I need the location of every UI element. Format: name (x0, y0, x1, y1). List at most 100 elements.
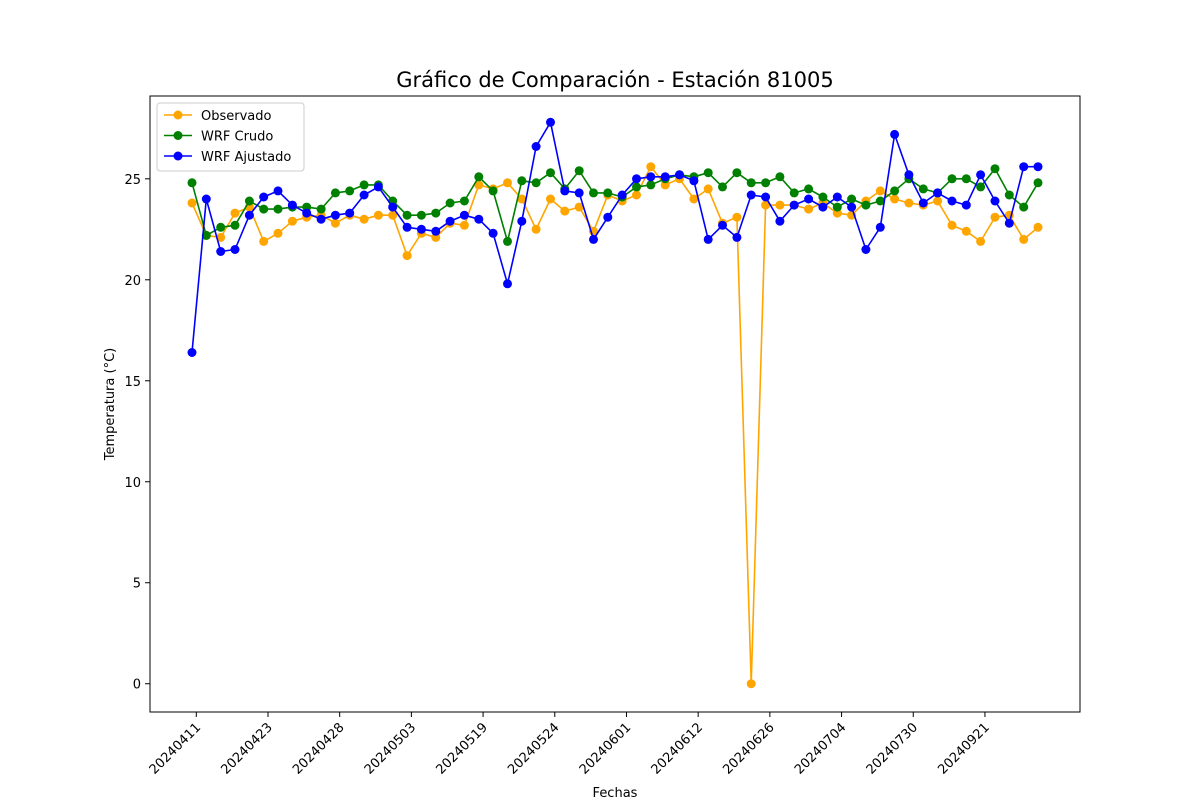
data-point (718, 220, 727, 230)
data-point (818, 192, 828, 202)
x-tick-label: 20240626 (720, 720, 777, 777)
data-point (459, 220, 469, 230)
x-axis-label: Fechas (593, 786, 638, 800)
data-point (316, 214, 326, 224)
data-point (918, 184, 928, 194)
data-point (947, 196, 957, 206)
series-wrf-ajustado (187, 117, 1043, 357)
data-point (531, 142, 541, 151)
data-point (1004, 218, 1014, 228)
data-point (201, 230, 211, 240)
data-point (459, 210, 469, 220)
y-axis-label: Temperatura (°C) (103, 348, 118, 461)
x-tick-label: 20240601 (577, 720, 634, 777)
data-point (589, 234, 598, 244)
data-point (187, 198, 197, 208)
data-point (890, 186, 900, 196)
y-tick-label: 5 (133, 577, 141, 592)
data-point (273, 228, 283, 238)
x-tick-label: 20240704 (792, 720, 849, 777)
data-point (775, 200, 785, 210)
data-point (961, 174, 971, 184)
data-point (761, 178, 771, 188)
legend-marker (173, 151, 183, 161)
data-point (574, 188, 584, 198)
data-point (488, 228, 498, 238)
data-point (474, 214, 484, 224)
legend-marker (173, 131, 183, 140)
data-point (445, 198, 455, 208)
data-point (990, 196, 1000, 206)
data-point (244, 196, 254, 206)
data-point (416, 224, 426, 234)
data-point (373, 210, 383, 220)
data-point (990, 212, 1000, 222)
data-point (933, 196, 943, 206)
data-point (832, 192, 842, 202)
x-tick-label: 20240730 (864, 720, 921, 777)
y-tick-label: 20 (124, 274, 141, 289)
data-point (216, 247, 226, 256)
data-point (330, 210, 340, 220)
data-point (388, 210, 398, 220)
data-point (287, 200, 297, 210)
data-point (761, 200, 771, 210)
data-point (832, 202, 842, 212)
data-point (1033, 178, 1043, 188)
data-point (187, 178, 197, 188)
data-point (603, 188, 613, 198)
data-point (330, 188, 340, 198)
data-point (675, 170, 684, 180)
data-point (746, 178, 756, 188)
data-point (589, 188, 598, 198)
data-point (259, 204, 269, 214)
data-point (746, 679, 756, 689)
data-point (445, 216, 455, 226)
data-point (918, 198, 928, 208)
legend-box (156, 102, 305, 172)
chart-title: Gráfico de Comparación - Estación 81005 (396, 68, 833, 92)
data-point (804, 204, 814, 214)
data-point (273, 204, 283, 214)
y-tick-label: 0 (133, 678, 141, 693)
y-tick-label: 15 (124, 375, 141, 390)
x-tick-label: 20240921 (935, 720, 992, 777)
legend-label: WRF Crudo (201, 130, 273, 145)
data-point (474, 172, 484, 182)
data-point (574, 166, 584, 176)
data-point (761, 192, 771, 202)
data-point (718, 182, 727, 192)
data-point (201, 194, 211, 204)
data-point (775, 216, 785, 226)
data-point (388, 202, 398, 212)
x-tick-label: 20240423 (218, 720, 275, 777)
data-point (402, 251, 412, 261)
legend-item: WRF Ajustado (164, 150, 291, 165)
data-point (459, 196, 469, 206)
data-point (847, 202, 857, 212)
data-point (1004, 190, 1014, 200)
legend: Observado WRF Crudo WRF Ajustado (156, 102, 305, 172)
data-point (861, 200, 871, 210)
data-point (359, 180, 369, 190)
data-point (187, 348, 197, 357)
data-point (359, 214, 369, 224)
data-point (316, 204, 326, 214)
data-point (517, 194, 527, 204)
data-point (646, 162, 656, 172)
data-point (259, 236, 269, 246)
data-point (230, 208, 240, 218)
data-point (603, 212, 613, 222)
data-point (302, 208, 312, 218)
data-point (789, 200, 799, 210)
data-point (402, 210, 412, 220)
data-point (990, 164, 1000, 174)
data-point (1019, 202, 1029, 212)
data-point (732, 168, 742, 178)
data-point (359, 190, 369, 200)
data-point (890, 194, 900, 204)
data-point (703, 184, 713, 194)
legend-label: WRF Ajustado (201, 150, 291, 165)
